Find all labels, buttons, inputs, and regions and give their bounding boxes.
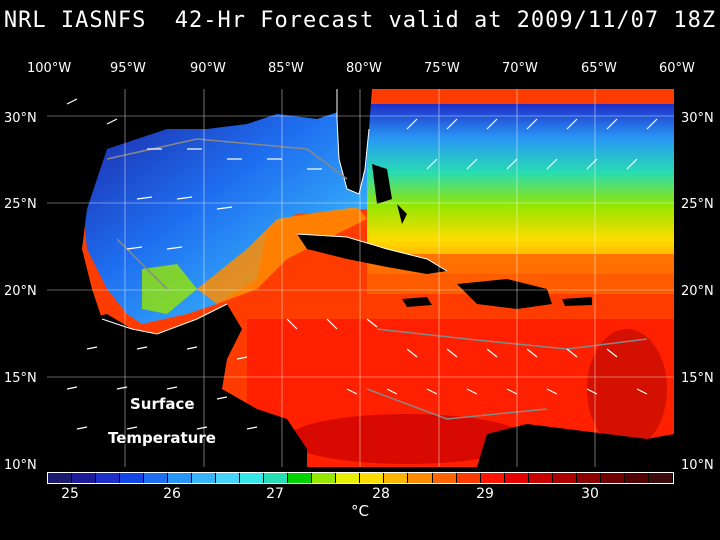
colorbar-swatch bbox=[48, 473, 73, 483]
colorbar-label-25: 25 bbox=[61, 486, 79, 502]
colorbar-swatch bbox=[72, 473, 97, 483]
colorbar-swatch bbox=[624, 473, 649, 483]
colorbar-swatch bbox=[432, 473, 457, 483]
puerto-rico-land bbox=[562, 297, 592, 306]
colorbar-swatch bbox=[240, 473, 265, 483]
sst-map-svg bbox=[47, 89, 674, 467]
forecast-title: NRL IASNFS 42-Hr Forecast valid at 2009/… bbox=[3, 8, 717, 33]
lon-label-80w: 80°W bbox=[346, 61, 382, 76]
colorbar-swatch bbox=[384, 473, 409, 483]
colorbar-swatch bbox=[552, 473, 577, 483]
colorbar-swatch bbox=[408, 473, 433, 483]
colorbar-unit: °C bbox=[351, 502, 369, 520]
coastline bbox=[101, 89, 448, 335]
hot-spot-south bbox=[287, 414, 527, 464]
colorbar-swatch bbox=[336, 473, 361, 483]
colorbar-label-29: 29 bbox=[476, 486, 494, 502]
colorbar-label-26: 26 bbox=[163, 486, 181, 502]
colorbar-swatch bbox=[120, 473, 145, 483]
lat-label-20n-right: 20°N bbox=[681, 284, 714, 299]
colorbar-swatch bbox=[264, 473, 289, 483]
lat-label-15n-left: 15°N bbox=[4, 371, 37, 386]
colorbar-label-27: 27 bbox=[266, 486, 284, 502]
lon-label-95w: 95°W bbox=[110, 61, 146, 76]
sst-map: Surface Temperature bbox=[47, 89, 674, 467]
lon-label-70w: 70°W bbox=[502, 61, 538, 76]
colorbar-swatch bbox=[648, 473, 673, 483]
colorbar-swatch bbox=[216, 473, 241, 483]
colorbar-swatch bbox=[456, 473, 481, 483]
bathymetry-contours bbox=[106, 138, 648, 420]
colorbar-label-30: 30 bbox=[581, 486, 599, 502]
gulf-of-mexico-sst bbox=[67, 99, 367, 324]
colorbar-swatch bbox=[312, 473, 337, 483]
colorbar-swatch bbox=[480, 473, 505, 483]
lon-label-90w: 90°W bbox=[190, 61, 226, 76]
cuba-land bbox=[297, 234, 447, 274]
hot-spot-east bbox=[587, 329, 667, 449]
lon-label-65w: 65°W bbox=[581, 61, 617, 76]
colorbar-swatch bbox=[288, 473, 313, 483]
current-vectors bbox=[66, 98, 658, 430]
lat-label-10n-right: 10°N bbox=[681, 458, 714, 473]
jamaica-land bbox=[402, 297, 432, 307]
florida-land bbox=[337, 89, 372, 194]
colorbar-label-28: 28 bbox=[372, 486, 390, 502]
lat-label-25n-left: 25°N bbox=[4, 197, 37, 212]
south-america-land bbox=[477, 424, 674, 467]
colorbar-swatch bbox=[576, 473, 601, 483]
mexico-central-america-land bbox=[47, 304, 307, 467]
annotation-surface: Surface bbox=[130, 395, 195, 413]
yucatan-green bbox=[142, 264, 197, 314]
colorbar-swatch bbox=[144, 473, 169, 483]
lat-label-25n-right: 25°N bbox=[681, 197, 714, 212]
lon-label-100w: 100°W bbox=[27, 61, 72, 76]
colorbar bbox=[47, 472, 674, 484]
lon-label-75w: 75°W bbox=[424, 61, 460, 76]
colorbar-swatch bbox=[360, 473, 385, 483]
lat-label-15n-right: 15°N bbox=[681, 371, 714, 386]
bahamas-land bbox=[372, 164, 407, 224]
lon-label-85w: 85°W bbox=[268, 61, 304, 76]
colorbar-swatch bbox=[504, 473, 529, 483]
hispaniola-land bbox=[457, 279, 552, 309]
us-gulf-coast-land bbox=[47, 89, 347, 329]
annotation-temperature: Temperature bbox=[108, 429, 216, 447]
lon-label-60w: 60°W bbox=[659, 61, 695, 76]
colorbar-swatch bbox=[192, 473, 217, 483]
colorbar-swatch bbox=[600, 473, 625, 483]
atlantic-sst bbox=[367, 104, 674, 274]
lat-label-30n-right: 30°N bbox=[681, 111, 714, 126]
colorbar-swatch bbox=[528, 473, 553, 483]
gridlines bbox=[47, 89, 674, 467]
lat-label-20n-left: 20°N bbox=[4, 284, 37, 299]
lat-label-10n-left: 10°N bbox=[4, 458, 37, 473]
colorbar-swatch bbox=[96, 473, 121, 483]
colorbar-swatch bbox=[168, 473, 193, 483]
lat-label-30n-left: 30°N bbox=[4, 111, 37, 126]
